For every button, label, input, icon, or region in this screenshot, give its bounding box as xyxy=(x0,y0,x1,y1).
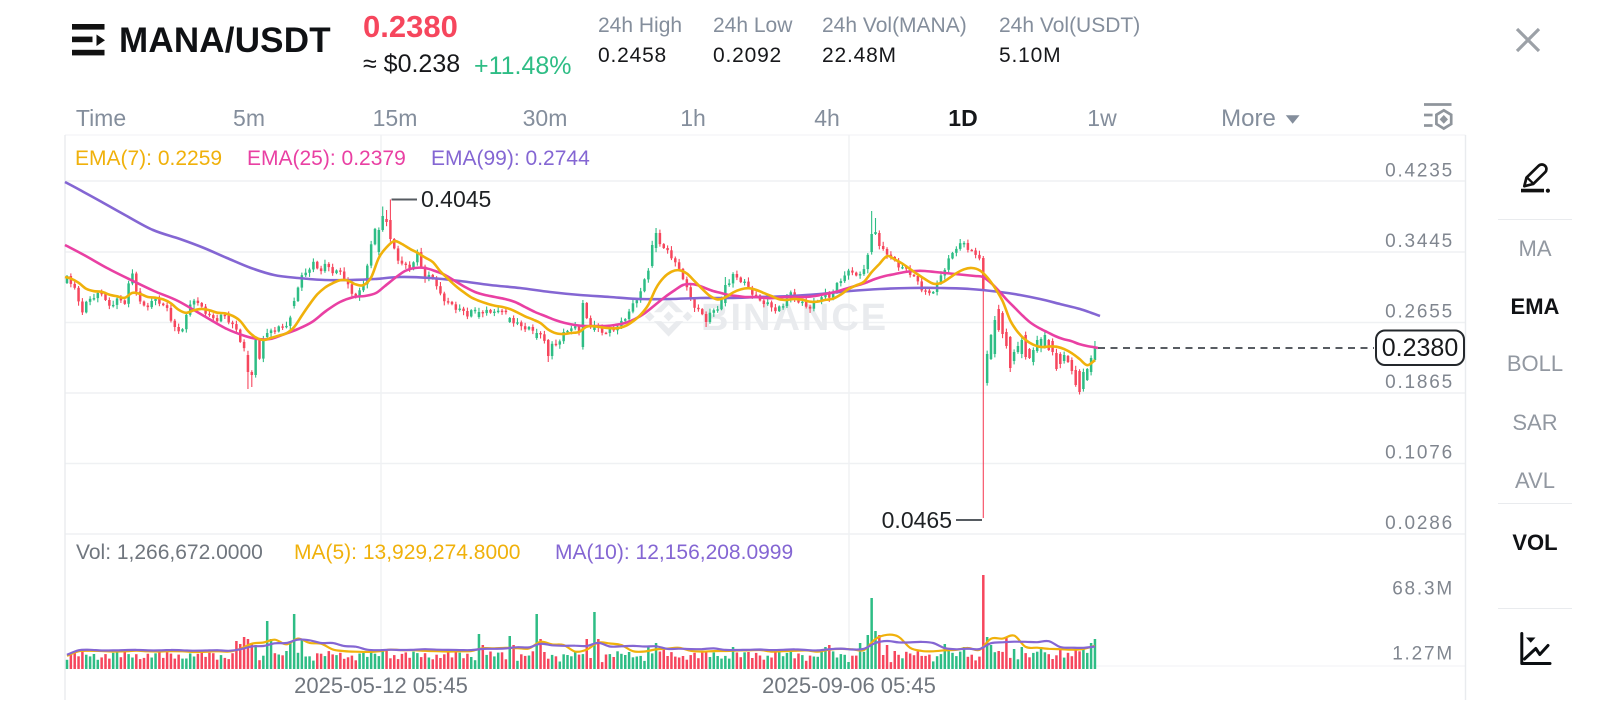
svg-text:EMA(99): 0.2744: EMA(99): 0.2744 xyxy=(431,147,590,170)
svg-text:EMA(25): 0.2379: EMA(25): 0.2379 xyxy=(247,147,406,170)
svg-text:0.4045: 0.4045 xyxy=(421,186,491,212)
svg-text:2025-09-06 05:45: 2025-09-06 05:45 xyxy=(762,673,936,698)
svg-text:68.3M: 68.3M xyxy=(1392,579,1454,600)
svg-text:BINANCE: BINANCE xyxy=(701,297,888,339)
svg-text:0.2655: 0.2655 xyxy=(1385,301,1454,322)
svg-text:MA(10): 12,156,208.0999: MA(10): 12,156,208.0999 xyxy=(555,541,793,564)
svg-text:Vol: 1,266,672.0000: Vol: 1,266,672.0000 xyxy=(76,541,263,564)
svg-text:0.0286: 0.0286 xyxy=(1385,513,1454,534)
svg-text:0.0465: 0.0465 xyxy=(882,507,952,533)
svg-text:0.1076: 0.1076 xyxy=(1385,442,1454,463)
svg-text:MA(5): 13,929,274.8000: MA(5): 13,929,274.8000 xyxy=(294,541,521,564)
svg-text:0.3445: 0.3445 xyxy=(1385,231,1454,252)
svg-text:1.27M: 1.27M xyxy=(1392,644,1454,665)
svg-text:0.4235: 0.4235 xyxy=(1385,160,1454,181)
svg-text:2025-05-12 05:45: 2025-05-12 05:45 xyxy=(294,673,468,698)
svg-text:0.2380: 0.2380 xyxy=(1382,334,1458,362)
svg-text:0.1865: 0.1865 xyxy=(1385,372,1454,393)
svg-text:EMA(7): 0.2259: EMA(7): 0.2259 xyxy=(75,147,222,170)
